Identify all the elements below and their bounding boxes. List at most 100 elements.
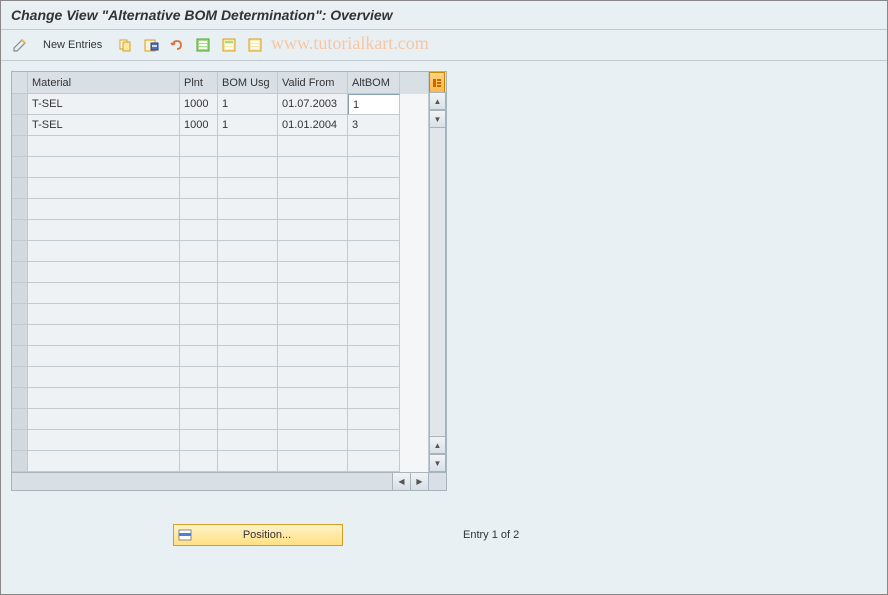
cell-altbom[interactable] <box>348 346 400 367</box>
cell-validfrom[interactable]: 01.07.2003 <box>278 94 348 115</box>
row-selector[interactable] <box>12 220 28 241</box>
copy-button[interactable] <box>114 34 136 56</box>
cell-material[interactable] <box>28 346 180 367</box>
cell-plnt[interactable] <box>180 199 218 220</box>
undo-button[interactable] <box>166 34 188 56</box>
cell-material[interactable] <box>28 304 180 325</box>
cell-material[interactable] <box>28 136 180 157</box>
cell-altbom[interactable] <box>348 430 400 451</box>
cell-material[interactable] <box>28 178 180 199</box>
cell-validfrom[interactable] <box>278 178 348 199</box>
scroll-left-button[interactable]: ◀ <box>392 473 410 490</box>
cell-altbom[interactable] <box>348 262 400 283</box>
row-selector[interactable] <box>12 346 28 367</box>
cell-validfrom[interactable] <box>278 367 348 388</box>
cell-altbom[interactable]: 3 <box>348 115 400 136</box>
cell-plnt[interactable] <box>180 157 218 178</box>
row-selector[interactable] <box>12 241 28 262</box>
col-header-validfrom[interactable]: Valid From <box>278 72 348 94</box>
scroll-down-button[interactable]: ▼ <box>429 110 446 128</box>
cell-altbom[interactable] <box>348 157 400 178</box>
cell-validfrom[interactable] <box>278 136 348 157</box>
cell-material[interactable] <box>28 262 180 283</box>
cell-bomusg[interactable] <box>218 304 278 325</box>
cell-bomusg[interactable] <box>218 346 278 367</box>
cell-material[interactable] <box>28 430 180 451</box>
cell-plnt[interactable] <box>180 136 218 157</box>
row-selector[interactable] <box>12 199 28 220</box>
delete-button[interactable] <box>140 34 162 56</box>
col-header-bomusg[interactable]: BOM Usg <box>218 72 278 94</box>
table-settings-button[interactable] <box>429 72 445 92</box>
cell-bomusg[interactable] <box>218 409 278 430</box>
cell-altbom[interactable] <box>348 451 400 472</box>
cell-validfrom[interactable] <box>278 283 348 304</box>
cell-material[interactable]: T-SEL <box>28 94 180 115</box>
row-selector[interactable] <box>12 157 28 178</box>
cell-plnt[interactable] <box>180 388 218 409</box>
row-selector[interactable] <box>12 115 28 136</box>
row-selector[interactable] <box>12 409 28 430</box>
cell-material[interactable] <box>28 220 180 241</box>
cell-plnt[interactable] <box>180 178 218 199</box>
scroll-up2-button[interactable]: ▲ <box>429 436 446 454</box>
cell-bomusg[interactable] <box>218 178 278 199</box>
cell-validfrom[interactable] <box>278 220 348 241</box>
cell-validfrom[interactable] <box>278 241 348 262</box>
cell-altbom[interactable] <box>348 178 400 199</box>
row-selector[interactable] <box>12 304 28 325</box>
cell-plnt[interactable] <box>180 283 218 304</box>
cell-bomusg[interactable]: 1 <box>218 94 278 115</box>
cell-bomusg[interactable] <box>218 262 278 283</box>
cell-material[interactable] <box>28 157 180 178</box>
cell-altbom[interactable] <box>348 367 400 388</box>
cell-altbom[interactable] <box>348 283 400 304</box>
cell-plnt[interactable] <box>180 241 218 262</box>
cell-plnt[interactable] <box>180 325 218 346</box>
col-header-altbom[interactable]: AltBOM <box>348 72 400 94</box>
cell-validfrom[interactable] <box>278 409 348 430</box>
row-selector[interactable] <box>12 325 28 346</box>
cell-material[interactable] <box>28 283 180 304</box>
cell-validfrom[interactable]: 01.01.2004 <box>278 115 348 136</box>
scroll-right-button[interactable]: ▶ <box>410 473 428 490</box>
cell-validfrom[interactable] <box>278 262 348 283</box>
cell-altbom[interactable] <box>348 136 400 157</box>
cell-plnt[interactable]: 1000 <box>180 115 218 136</box>
cell-bomusg[interactable] <box>218 283 278 304</box>
toggle-change-button[interactable] <box>9 34 31 56</box>
cell-validfrom[interactable] <box>278 346 348 367</box>
row-selector[interactable] <box>12 136 28 157</box>
scroll-up-button[interactable]: ▲ <box>429 92 446 110</box>
cell-plnt[interactable] <box>180 346 218 367</box>
row-selector[interactable] <box>12 262 28 283</box>
row-selector[interactable] <box>12 367 28 388</box>
position-button[interactable]: Position... <box>173 524 343 546</box>
cell-bomusg[interactable] <box>218 325 278 346</box>
cell-altbom[interactable] <box>348 199 400 220</box>
col-header-material[interactable]: Material <box>28 72 180 94</box>
cell-altbom[interactable] <box>348 241 400 262</box>
cell-plnt[interactable] <box>180 451 218 472</box>
cell-plnt[interactable] <box>180 262 218 283</box>
cell-material[interactable] <box>28 241 180 262</box>
row-selector[interactable] <box>12 94 28 115</box>
cell-altbom[interactable] <box>348 304 400 325</box>
select-all-button[interactable] <box>192 34 214 56</box>
cell-plnt[interactable] <box>180 304 218 325</box>
cell-validfrom[interactable] <box>278 199 348 220</box>
new-entries-button[interactable]: New Entries <box>35 36 110 54</box>
cell-material[interactable] <box>28 199 180 220</box>
cell-material[interactable]: T-SEL <box>28 115 180 136</box>
cell-bomusg[interactable] <box>218 136 278 157</box>
cell-bomusg[interactable]: 1 <box>218 115 278 136</box>
row-selector-header[interactable] <box>12 72 28 94</box>
cell-bomusg[interactable] <box>218 430 278 451</box>
cell-validfrom[interactable] <box>278 157 348 178</box>
row-selector[interactable] <box>12 451 28 472</box>
cell-material[interactable] <box>28 388 180 409</box>
cell-bomusg[interactable] <box>218 199 278 220</box>
cell-material[interactable] <box>28 325 180 346</box>
deselect-all-button[interactable] <box>244 34 266 56</box>
cell-material[interactable] <box>28 367 180 388</box>
